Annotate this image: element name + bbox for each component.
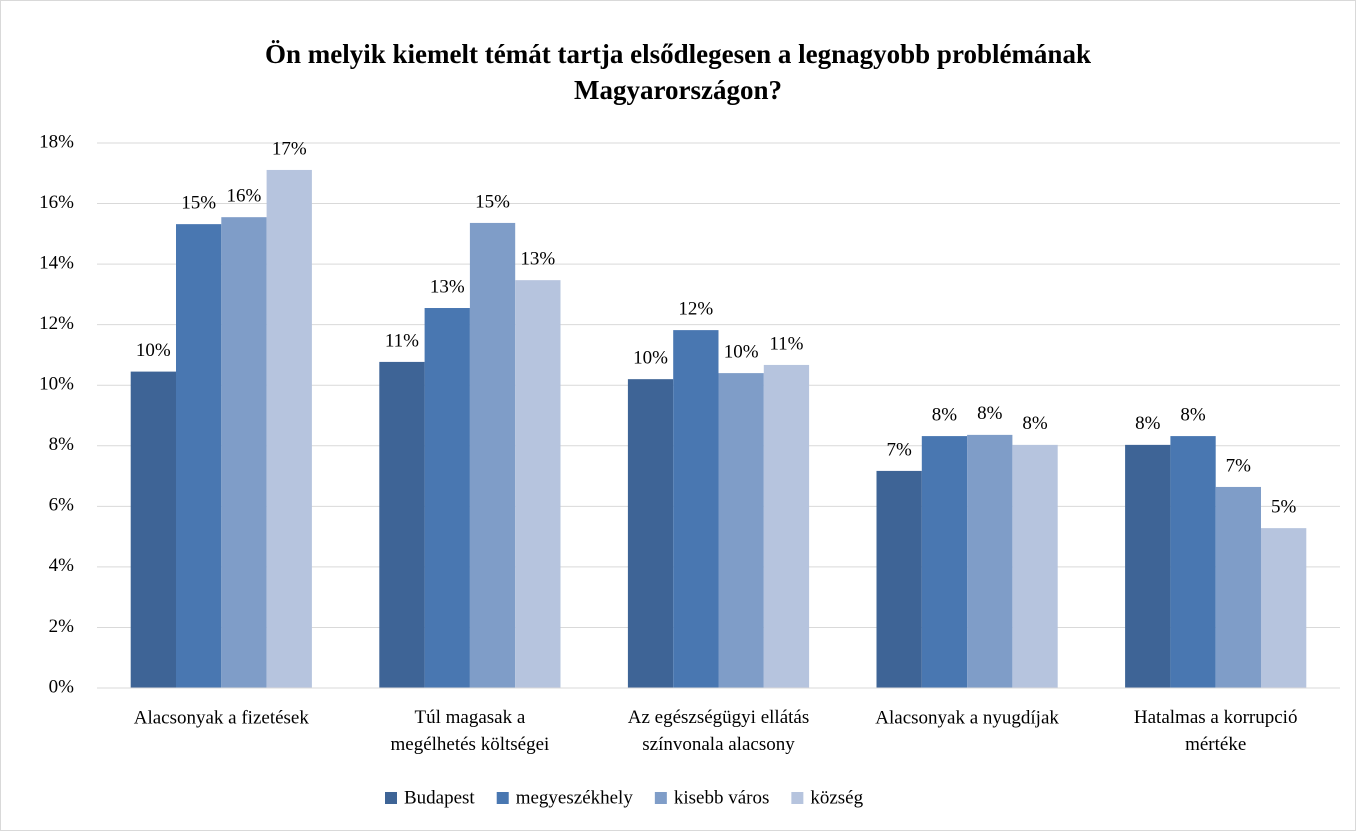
legend-label: megyeszékhely <box>516 787 634 808</box>
x-tick-label: Hatalmas a korrupció mértéke <box>1134 707 1298 755</box>
bar <box>1215 486 1261 688</box>
y-tick-label: 12% <box>39 313 74 334</box>
data-label: 11% <box>385 330 419 351</box>
data-label: 11% <box>769 333 803 354</box>
y-tick-label: 8% <box>49 434 75 455</box>
legend-label: kisebb város <box>674 787 770 808</box>
bar <box>763 364 810 688</box>
y-tick-label: 16% <box>39 192 74 213</box>
y-tick-label: 0% <box>49 676 75 697</box>
bar <box>130 371 176 688</box>
data-label: 8% <box>1180 404 1206 425</box>
bar <box>469 222 516 688</box>
data-label: 8% <box>977 403 1003 424</box>
y-tick-label: 6% <box>49 495 75 516</box>
data-label: 10% <box>633 348 668 369</box>
data-label: 8% <box>932 404 958 425</box>
chart-title: Ön melyik kiemelt témát tartja elsődlege… <box>265 39 1091 105</box>
bar <box>876 470 922 688</box>
bar <box>627 379 674 688</box>
bar <box>1125 444 1171 688</box>
bar <box>379 361 425 688</box>
legend-swatch <box>496 792 509 804</box>
bar <box>921 436 968 688</box>
data-label: 12% <box>678 298 713 319</box>
data-label: 8% <box>1135 413 1161 434</box>
bar <box>673 330 719 688</box>
bar <box>1170 436 1216 688</box>
data-label: 16% <box>227 186 262 207</box>
legend-label: Budapest <box>404 787 475 808</box>
x-tick-label: Alacsonyak a fizetések <box>134 707 310 728</box>
data-label: 13% <box>430 276 465 297</box>
bar <box>221 217 267 689</box>
bar <box>176 224 222 688</box>
bar <box>515 280 561 688</box>
bar <box>1261 528 1307 688</box>
y-tick-label: 2% <box>49 616 75 637</box>
y-tick-label: 4% <box>49 555 75 576</box>
bar <box>266 169 312 689</box>
data-label: 10% <box>724 341 759 362</box>
bar <box>424 308 470 688</box>
data-label: 17% <box>272 138 307 159</box>
bar <box>1012 444 1058 688</box>
x-tick-label: Alacsonyak a nyugdíjak <box>875 707 1059 728</box>
x-tick-label: Túl magasak a megélhetés költségei <box>390 707 549 755</box>
data-label: 13% <box>520 249 555 270</box>
bar <box>967 434 1013 688</box>
data-label: 7% <box>1226 455 1252 476</box>
data-label: 7% <box>886 439 912 460</box>
data-label: 8% <box>1022 413 1048 434</box>
legend-swatch <box>654 792 667 804</box>
y-tick-label: 14% <box>39 252 74 273</box>
data-label: 15% <box>181 193 216 214</box>
legend-label: község <box>810 787 863 808</box>
x-tick-label: Az egészségügyi ellátás színvonala alacso… <box>628 707 809 755</box>
legend-swatch <box>385 792 397 804</box>
legend-swatch <box>791 792 804 804</box>
bar <box>718 373 764 688</box>
data-label: 10% <box>136 340 171 361</box>
y-tick-label: 10% <box>39 374 74 395</box>
data-label: 5% <box>1271 496 1297 517</box>
y-tick-label: 18% <box>39 131 74 152</box>
data-label: 15% <box>475 191 510 212</box>
